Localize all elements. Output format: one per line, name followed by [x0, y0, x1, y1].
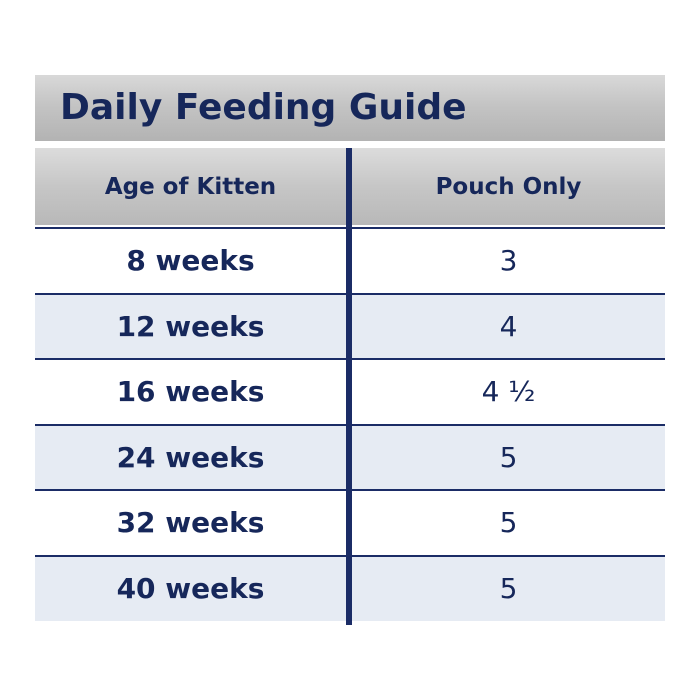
title: Daily Feeding Guide — [60, 87, 467, 128]
age-cell: 16 weeks — [116, 375, 265, 409]
pouch-cell: 5 — [499, 571, 518, 605]
age-cell: 24 weeks — [116, 440, 265, 474]
pouch-cell: 4 ½ — [481, 375, 536, 409]
pouch-cell: 3 — [499, 244, 518, 278]
pouch-cell: 4 — [499, 309, 518, 343]
age-cell: 32 weeks — [116, 506, 265, 540]
header-cell: Age of Kitten — [35, 148, 346, 225]
age-cell: 8 weeks — [126, 244, 255, 278]
header-cell: Pouch Only — [352, 148, 665, 225]
age-cell: 12 weeks — [116, 309, 265, 343]
column-divider — [346, 148, 352, 625]
pouch-cell: 5 — [499, 506, 518, 540]
title-bar — [35, 75, 665, 141]
pouch-cell: 5 — [499, 440, 518, 474]
age-cell: 40 weeks — [116, 571, 265, 605]
